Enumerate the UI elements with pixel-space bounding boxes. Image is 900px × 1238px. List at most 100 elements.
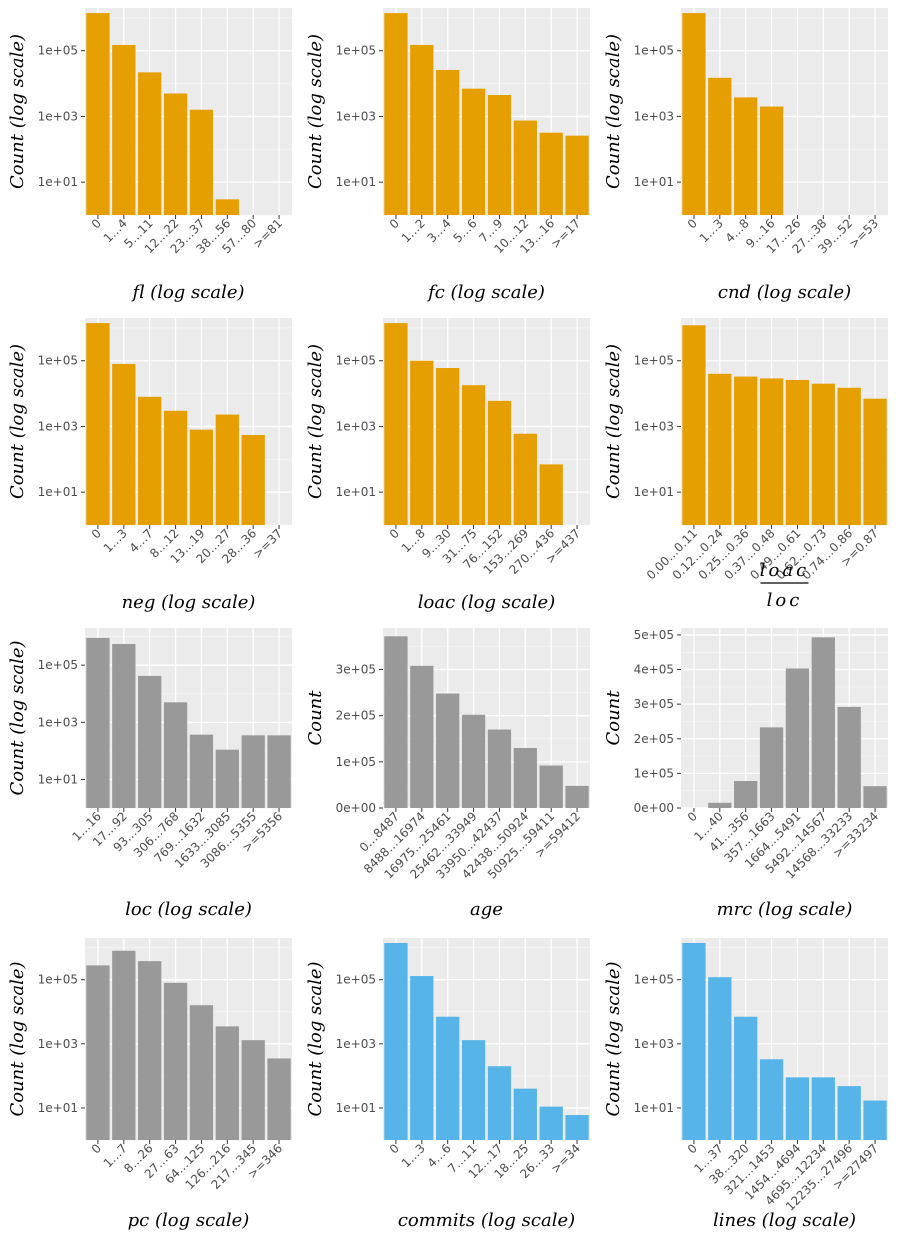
y-axis-label: Count (log scale) [7, 961, 28, 1116]
bar [410, 976, 434, 1140]
bar [410, 665, 434, 808]
bar [539, 765, 563, 808]
bar [384, 323, 408, 525]
bar [112, 644, 136, 808]
bar [734, 781, 758, 808]
x-tick-label: 0 [685, 809, 700, 824]
bar [241, 434, 265, 525]
bar [436, 368, 460, 525]
chart-panel-6: 1e+011e+031e+050.00…0.110.12…0.240.25…0.… [603, 318, 888, 611]
bar [163, 982, 188, 1140]
bar [513, 1088, 537, 1140]
bar [436, 69, 460, 216]
y-tick-label: 4e+05 [634, 663, 674, 677]
bar [138, 72, 162, 215]
y-tick-label: 1e+05 [38, 973, 78, 987]
y-tick-label: 1e+01 [634, 1101, 674, 1115]
y-axis-label: Count (log scale) [603, 34, 624, 189]
bar [785, 1077, 810, 1140]
bar [163, 702, 188, 808]
chart-panel-12: 1e+011e+031e+0501…3738…320321…14531454…4… [603, 938, 888, 1231]
chart-panel-9: 0e+001e+052e+053e+054e+055e+0501…4041…35… [603, 628, 888, 920]
bar [461, 385, 486, 525]
bar [811, 1077, 835, 1140]
bar [215, 414, 239, 525]
x-tick-label: >=53 [846, 216, 881, 251]
bar [708, 802, 732, 808]
x-tick-label: 1…2 [399, 216, 428, 245]
y-tick-label: 1e+01 [38, 175, 78, 189]
y-tick-label: 1e+05 [38, 354, 78, 368]
bar [708, 77, 732, 215]
x-tick-label: 5…6 [450, 216, 479, 245]
x-tick-label: 1…3 [697, 216, 726, 245]
y-tick-label: 1e+03 [634, 1037, 674, 1051]
chart-panel-7: 1e+011e+031e+051…1617…9293…305306…768769… [7, 628, 292, 920]
bar [759, 106, 784, 215]
y-tick-label: 1e+01 [634, 175, 674, 189]
bar [539, 1106, 563, 1140]
bar [189, 429, 214, 525]
x-tick-label: 0 [89, 526, 104, 541]
y-tick-label: 1e+05 [38, 658, 78, 672]
bar [785, 379, 810, 525]
bar [734, 376, 758, 525]
x-axis-label: age [470, 899, 503, 920]
bar [215, 199, 239, 215]
y-axis-label: Count (log scale) [603, 344, 624, 499]
x-axis-label: fl (log scale) [130, 282, 244, 303]
chart-panel-8: 0e+001e+052e+053e+050…84878488…169741697… [305, 628, 590, 920]
bar [215, 1026, 239, 1140]
x-tick-label: >=17 [548, 216, 583, 251]
y-tick-label: 1e+03 [336, 1037, 376, 1051]
bar [112, 950, 136, 1140]
bar [734, 1016, 758, 1140]
x-tick-label: 0 [89, 1141, 104, 1156]
y-tick-label: 1e+05 [336, 973, 376, 987]
x-tick-label: >=37 [250, 526, 285, 561]
y-tick-label: 1e+05 [634, 766, 674, 780]
bar [241, 1040, 265, 1140]
bar [436, 693, 460, 808]
bar [163, 410, 188, 525]
y-tick-label: 1e+03 [634, 109, 674, 123]
x-tick-label: 3…4 [425, 216, 454, 245]
bar [461, 88, 486, 215]
y-tick-label: 1e+01 [336, 485, 376, 499]
bar [86, 637, 110, 808]
y-axis-label: Count (log scale) [305, 34, 326, 189]
bar [565, 1115, 589, 1140]
bar [759, 1059, 784, 1140]
x-tick-label: 0 [387, 526, 402, 541]
bar [163, 93, 188, 215]
chart-panel-11: 1e+011e+031e+0501…34…67…1112…1718…2526…3… [305, 938, 590, 1231]
bar [138, 961, 162, 1140]
bar [410, 44, 434, 215]
x-tick-label: 0 [685, 1141, 700, 1156]
chart-panel-4: 1e+011e+031e+0501…34…78…1213…1920…2728…3… [7, 318, 292, 613]
y-axis-label: Count (log scale) [7, 34, 28, 189]
bar [513, 748, 537, 808]
bar [759, 727, 784, 808]
y-tick-label: 1e+05 [336, 354, 376, 368]
x-tick-label: 1…3 [399, 1141, 428, 1170]
bar [837, 1086, 861, 1140]
x-axis-label: lines (log scale) [713, 1210, 856, 1231]
bar [863, 786, 887, 808]
bar [384, 942, 408, 1140]
bar [682, 325, 706, 525]
bar [708, 977, 732, 1140]
bar [267, 1058, 291, 1140]
bar [682, 13, 706, 215]
x-axis-label: pc (log scale) [128, 1210, 250, 1231]
y-axis-label: Count (log scale) [305, 344, 326, 499]
chart-panel-2: 1e+011e+031e+0501…23…45…67…910…1213…16>=… [305, 8, 590, 303]
bar [267, 735, 291, 808]
bar [384, 636, 408, 808]
y-tick-label: 1e+03 [38, 109, 78, 123]
bar [513, 433, 537, 525]
y-tick-label: 1e+03 [336, 419, 376, 433]
bar [487, 94, 512, 215]
y-axis-label: Count [305, 690, 326, 746]
bar [461, 1040, 486, 1140]
